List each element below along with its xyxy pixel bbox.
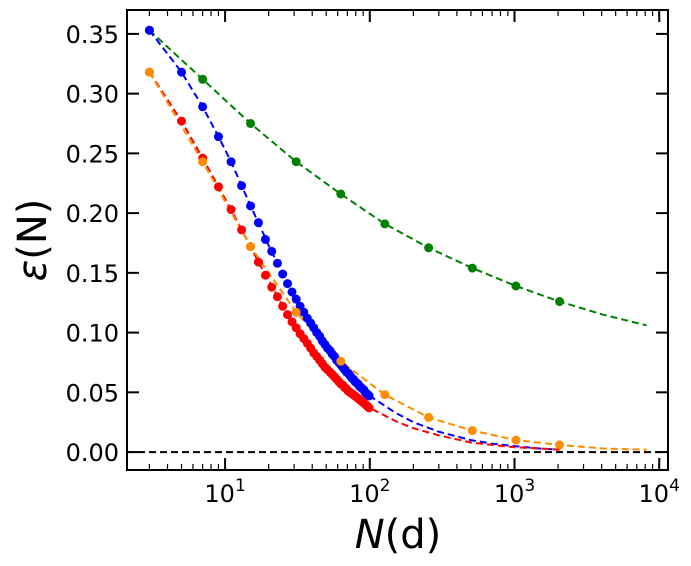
- y-axis-title: ε(N): [10, 199, 56, 282]
- point-green: [198, 74, 208, 84]
- fit-line-blue: [148, 29, 560, 451]
- point-blue: [287, 287, 297, 297]
- x-axis-title: N(d): [355, 512, 442, 558]
- point-red: [267, 282, 277, 292]
- point-red: [364, 403, 374, 413]
- point-blue: [144, 25, 154, 35]
- point-red: [213, 182, 223, 192]
- point-blue: [260, 234, 270, 244]
- y-tick-label: 0.15: [66, 260, 119, 288]
- point-red: [283, 310, 293, 320]
- point-blue: [253, 218, 263, 228]
- point-red: [237, 225, 247, 235]
- point-blue: [198, 102, 208, 112]
- y-tick-label: 0.20: [66, 200, 119, 228]
- y-tick-label: 0.00: [66, 439, 119, 467]
- point-blue: [364, 391, 374, 401]
- point-orange: [555, 440, 565, 450]
- point-blue: [226, 157, 236, 167]
- x-tick-label: 102: [349, 476, 390, 508]
- y-tick-label: 0.35: [66, 21, 119, 49]
- point-blue: [237, 181, 247, 191]
- point-green: [555, 297, 565, 307]
- fit-line-green: [148, 29, 647, 327]
- point-blue: [246, 201, 256, 211]
- point-red: [226, 205, 236, 215]
- axes: [126, 9, 669, 471]
- fit-lines: [127, 29, 668, 454]
- point-blue: [283, 279, 293, 289]
- point-green: [291, 157, 301, 167]
- point-red: [253, 257, 263, 267]
- point-green: [246, 119, 256, 129]
- plot-frame: [126, 9, 669, 471]
- x-tick-label: 103: [494, 476, 535, 508]
- point-green: [380, 219, 390, 229]
- y-tick-label: 0.30: [66, 81, 119, 109]
- y-tick-label: 0.25: [66, 140, 119, 168]
- point-red: [278, 301, 288, 311]
- point-blue: [278, 269, 288, 279]
- point-blue: [291, 294, 301, 304]
- point-orange: [511, 435, 521, 445]
- fit-line-orange: [148, 71, 647, 451]
- ticks: 0.00 0.05 0.10 0.15 0.20 0.25 0.30 0.35 101 102 10…: [66, 10, 680, 508]
- point-green: [511, 281, 521, 291]
- point-orange: [336, 356, 346, 366]
- point-red: [260, 270, 270, 280]
- point-red: [177, 116, 187, 126]
- point-blue: [272, 258, 282, 268]
- point-orange: [144, 67, 154, 77]
- point-green: [424, 243, 434, 253]
- point-orange: [467, 426, 477, 436]
- y-tick-label: 0.05: [66, 379, 119, 407]
- point-blue: [177, 67, 187, 77]
- x-tick-label: 104: [639, 476, 680, 508]
- point-orange: [246, 242, 256, 252]
- point-green: [336, 189, 346, 199]
- x-tick-label: 101: [204, 476, 245, 508]
- point-orange: [380, 390, 390, 400]
- y-tick-label: 0.10: [66, 320, 119, 348]
- point-blue: [267, 246, 277, 256]
- point-blue: [213, 132, 223, 142]
- point-orange: [291, 307, 301, 317]
- point-orange: [198, 157, 208, 167]
- data-points: [144, 25, 565, 450]
- point-orange: [424, 412, 434, 422]
- point-red: [272, 292, 282, 302]
- point-green: [467, 263, 477, 273]
